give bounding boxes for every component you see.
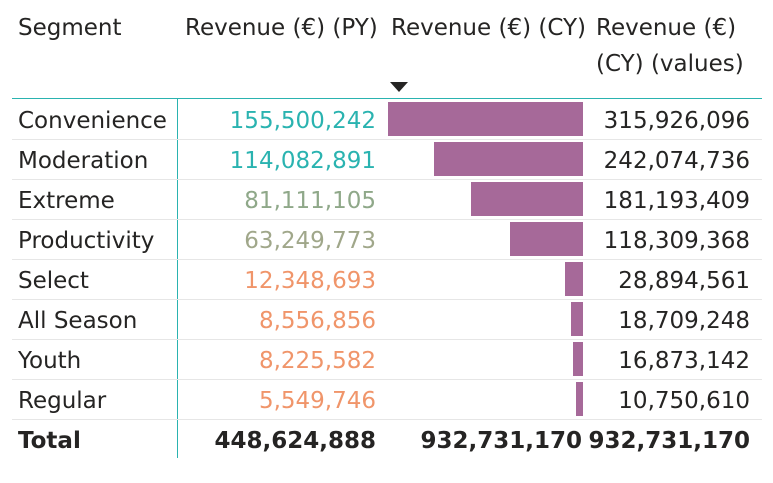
- table-row[interactable]: All Season 8,556,856 18,709,248: [12, 300, 762, 340]
- total-revenue-cy-values: 932,731,170: [588, 428, 750, 454]
- revenue-py-cell: 81,111,105: [244, 188, 376, 214]
- column-header-revenue-py[interactable]: Revenue (€) (PY): [185, 15, 378, 41]
- row-divider: [12, 419, 762, 420]
- segment-cell: Convenience: [18, 108, 167, 134]
- revenue-cy-data-bar: [565, 262, 583, 296]
- row-divider: [12, 179, 762, 180]
- column-header-revenue-cy-values-line1: Revenue (€): [596, 15, 737, 41]
- column-header-segment[interactable]: Segment: [18, 15, 122, 41]
- revenue-py-cell: 5,549,746: [258, 388, 376, 414]
- revenue-py-cell: 8,556,856: [258, 308, 376, 334]
- total-label: Total: [18, 428, 81, 454]
- header-divider: [12, 98, 762, 99]
- sort-descending-icon[interactable]: [390, 82, 408, 92]
- table-row[interactable]: Extreme 81,111,105 181,193,409: [12, 180, 762, 220]
- revenue-cy-values-cell: 181,193,409: [603, 188, 750, 214]
- revenue-cy-values-cell: 28,894,561: [618, 268, 750, 294]
- row-divider: [12, 219, 762, 220]
- table-row[interactable]: Regular 5,549,746 10,750,610: [12, 380, 762, 420]
- revenue-cy-values-cell: 315,926,096: [603, 108, 750, 134]
- revenue-py-cell: 8,225,582: [258, 348, 376, 374]
- row-divider: [12, 339, 762, 340]
- table-row[interactable]: Moderation 114,082,891 242,074,736: [12, 140, 762, 180]
- revenue-cy-data-bar: [388, 102, 583, 136]
- revenue-cy-data-bar: [571, 302, 583, 336]
- revenue-py-cell: 114,082,891: [229, 148, 376, 174]
- segment-cell: Extreme: [18, 188, 115, 214]
- segment-cell: Youth: [18, 348, 82, 374]
- column-header-revenue-cy-values[interactable]: Revenue (€) (CY) (values): [596, 10, 744, 82]
- row-divider: [12, 299, 762, 300]
- revenue-py-cell: 155,500,242: [229, 108, 376, 134]
- revenue-cy-data-bar: [576, 382, 583, 416]
- total-revenue-cy: 932,731,170: [420, 428, 582, 454]
- revenue-py-cell: 63,249,773: [244, 228, 376, 254]
- column-divider: [177, 99, 178, 458]
- table-row[interactable]: Convenience 155,500,242 315,926,096: [12, 100, 762, 140]
- revenue-cy-data-bar: [471, 182, 583, 216]
- revenue-py-cell: 12,348,693: [244, 268, 376, 294]
- revenue-cy-data-bar: [434, 142, 583, 176]
- total-revenue-py: 448,624,888: [214, 428, 376, 454]
- segment-cell: Select: [18, 268, 89, 294]
- segment-cell: Regular: [18, 388, 107, 414]
- row-divider: [12, 259, 762, 260]
- table-row[interactable]: Productivity 63,249,773 118,309,368: [12, 220, 762, 260]
- segment-cell: Moderation: [18, 148, 149, 174]
- column-header-revenue-cy-values-line2: (CY) (values): [596, 51, 744, 77]
- table-row[interactable]: Select 12,348,693 28,894,561: [12, 260, 762, 300]
- row-divider: [12, 139, 762, 140]
- revenue-cy-data-bar: [573, 342, 583, 376]
- revenue-cy-values-cell: 16,873,142: [618, 348, 750, 374]
- column-header-revenue-cy[interactable]: Revenue (€) (CY): [391, 15, 587, 41]
- revenue-cy-values-cell: 118,309,368: [603, 228, 750, 254]
- revenue-cy-data-bar: [510, 222, 583, 256]
- table-row[interactable]: Youth 8,225,582 16,873,142: [12, 340, 762, 380]
- segment-cell: Productivity: [18, 228, 155, 254]
- revenue-cy-values-cell: 242,074,736: [603, 148, 750, 174]
- total-row: Total 448,624,888 932,731,170 932,731,17…: [12, 420, 762, 460]
- revenue-cy-values-cell: 18,709,248: [618, 308, 750, 334]
- segment-cell: All Season: [18, 308, 138, 334]
- revenue-cy-values-cell: 10,750,610: [618, 388, 750, 414]
- row-divider: [12, 379, 762, 380]
